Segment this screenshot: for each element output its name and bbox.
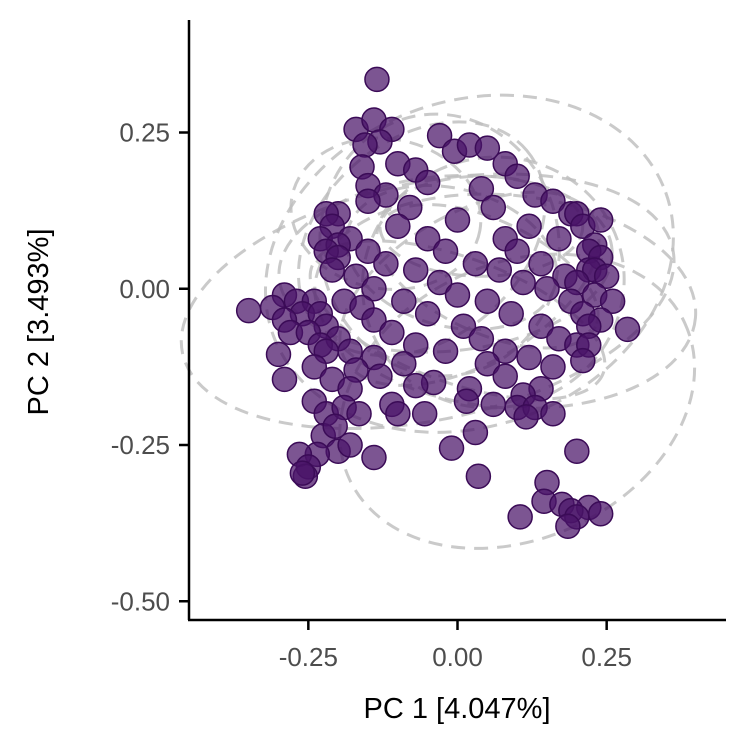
x-tick-label: -0.25 [279, 642, 338, 672]
data-point-45 [504, 238, 530, 264]
data-point-88 [528, 313, 554, 339]
data-point-60 [426, 269, 453, 296]
data-point-100 [492, 338, 518, 364]
data-point-22 [355, 188, 381, 214]
data-point-71 [474, 288, 501, 314]
point-layer [235, 66, 641, 539]
x-tick-label: 0.25 [581, 642, 632, 672]
data-point-87 [450, 313, 477, 339]
data-point-58 [593, 263, 620, 289]
data-point-135 [540, 401, 566, 427]
data-point-49 [373, 251, 399, 277]
data-point-43 [355, 238, 381, 264]
data-point-44 [432, 238, 459, 264]
data-point-143 [462, 419, 489, 446]
data-point-108 [570, 347, 596, 374]
data-point-81 [498, 301, 524, 327]
data-point-159 [507, 504, 533, 530]
data-point-6 [352, 132, 378, 158]
data-point-19 [468, 176, 495, 202]
data-point-54 [402, 257, 429, 283]
data-point-127 [346, 401, 372, 427]
data-point-1 [364, 66, 390, 93]
data-point-149 [289, 460, 316, 486]
confidence-ellipse-5 [277, 173, 614, 354]
data-point-31 [444, 207, 471, 233]
data-point-65 [534, 276, 560, 302]
data-point-131 [453, 388, 480, 414]
data-point-39 [546, 226, 572, 252]
data-point-112 [474, 351, 501, 377]
data-point-158 [555, 513, 581, 539]
data-point-107 [516, 344, 542, 371]
data-point-32 [516, 213, 542, 239]
data-point-95 [468, 326, 495, 352]
x-tick-label: 0.00 [432, 642, 483, 672]
data-point-132 [480, 391, 507, 418]
data-point-70 [391, 288, 417, 314]
y-tick-label: 0.25 [119, 118, 170, 148]
data-point-157 [587, 501, 614, 527]
data-point-121 [402, 372, 429, 399]
data-point-10 [474, 135, 501, 161]
data-point-111 [391, 351, 417, 377]
data-point-99 [402, 332, 429, 358]
data-point-129 [385, 401, 411, 427]
x-axis-title: PC 1 [4.047%] [364, 693, 551, 725]
data-point-86 [361, 307, 387, 333]
data-point-34 [587, 207, 614, 233]
data-point-150 [465, 463, 492, 489]
data-point-74 [599, 288, 626, 314]
data-point-50 [462, 251, 489, 277]
data-point-94 [379, 319, 405, 346]
data-point-103 [265, 341, 292, 368]
data-point-114 [271, 366, 298, 393]
data-point-142 [361, 444, 387, 471]
data-point-64 [444, 282, 471, 308]
data-point-141 [337, 432, 363, 458]
data-point-90 [614, 316, 641, 343]
data-point-145 [564, 438, 590, 464]
y-axis-title: PC 2 [3.493%] [23, 229, 55, 416]
y-tick-label: 0.00 [119, 274, 170, 304]
data-point-51 [528, 251, 554, 277]
data-point-138 [322, 413, 348, 439]
data-point-53 [319, 257, 345, 283]
y-tick-label: -0.25 [111, 430, 170, 460]
data-point-113 [540, 354, 566, 380]
data-point-7 [426, 122, 453, 149]
data-point-144 [438, 435, 465, 461]
tick-layer: -0.25 0.00 0.25 -0.50 -0.25 0.00 0.25 [111, 118, 632, 673]
data-point-130 [411, 401, 438, 427]
data-point-118 [492, 363, 518, 389]
y-tick-label: -0.50 [111, 586, 170, 616]
data-point-75 [235, 297, 262, 324]
data-point-59 [343, 263, 369, 289]
data-point-136 [513, 404, 539, 430]
data-point-15 [504, 163, 530, 189]
confidence-ellipse-3 [179, 172, 676, 431]
data-point-109 [301, 354, 328, 380]
data-point-25 [480, 194, 507, 221]
confidence-ellipse-2 [263, 93, 675, 434]
data-point-63 [361, 276, 387, 302]
data-point-24 [397, 194, 423, 221]
data-point-61 [510, 269, 536, 296]
data-point-116 [367, 363, 393, 389]
data-point-106 [432, 338, 459, 364]
data-point-30 [385, 213, 411, 239]
data-point-17 [414, 169, 441, 196]
data-point-80 [414, 301, 441, 327]
data-point-21 [540, 188, 566, 214]
data-point-55 [486, 257, 513, 283]
data-point-37 [414, 226, 441, 252]
